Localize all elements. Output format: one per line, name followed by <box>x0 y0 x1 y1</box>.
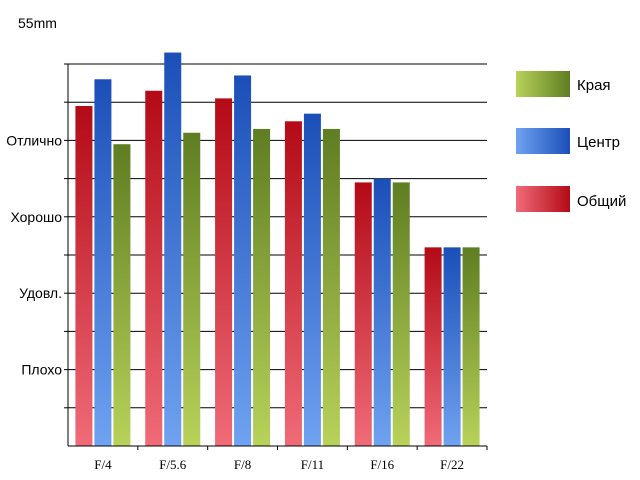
x-tick-label: F/8 <box>234 457 251 472</box>
x-tick-label: F/5.6 <box>159 457 187 472</box>
x-tick-label: F/22 <box>440 457 464 472</box>
bars <box>75 52 480 447</box>
y-tick-label: Хорошо <box>10 209 62 225</box>
bar <box>443 247 461 446</box>
bar <box>113 144 131 446</box>
bar <box>215 98 233 446</box>
legend-label-kraya: Края <box>577 77 611 94</box>
legend-swatch-centr <box>516 128 570 154</box>
bar <box>94 79 112 446</box>
bar <box>303 113 321 446</box>
bar <box>354 182 372 447</box>
x-tick-label: F/16 <box>370 457 394 472</box>
bar <box>75 106 93 447</box>
bar <box>253 128 271 446</box>
bar <box>373 178 391 446</box>
legend-label-obshchiy: Общий <box>577 193 626 210</box>
x-axis-labels: F/4 F/5.6 F/8 F/11 F/16 F/22 <box>94 446 488 472</box>
legend-swatch-kraya <box>516 71 570 97</box>
bar <box>145 90 163 447</box>
bar <box>164 52 182 446</box>
x-tick-label: F/11 <box>301 457 324 472</box>
grid-lines <box>64 63 487 409</box>
bar <box>424 247 442 446</box>
legend-swatch-obshchiy <box>516 186 570 212</box>
bar <box>392 182 410 447</box>
chart-title: 55mm <box>18 15 57 31</box>
bar <box>322 128 340 446</box>
y-tick-label: Плохо <box>21 362 62 378</box>
legend-label-centr: Центр <box>577 134 620 151</box>
bar <box>183 132 201 446</box>
y-axis-labels: Плохо Удовл. Хорошо Отлично <box>6 132 62 377</box>
x-tick-label: F/4 <box>94 457 112 472</box>
bar <box>284 121 302 447</box>
legend: Края Центр Общий <box>516 71 626 212</box>
bar <box>462 247 480 446</box>
y-tick-label: Удовл. <box>19 285 62 301</box>
bar <box>234 75 252 447</box>
y-tick-label: Отлично <box>6 132 62 148</box>
